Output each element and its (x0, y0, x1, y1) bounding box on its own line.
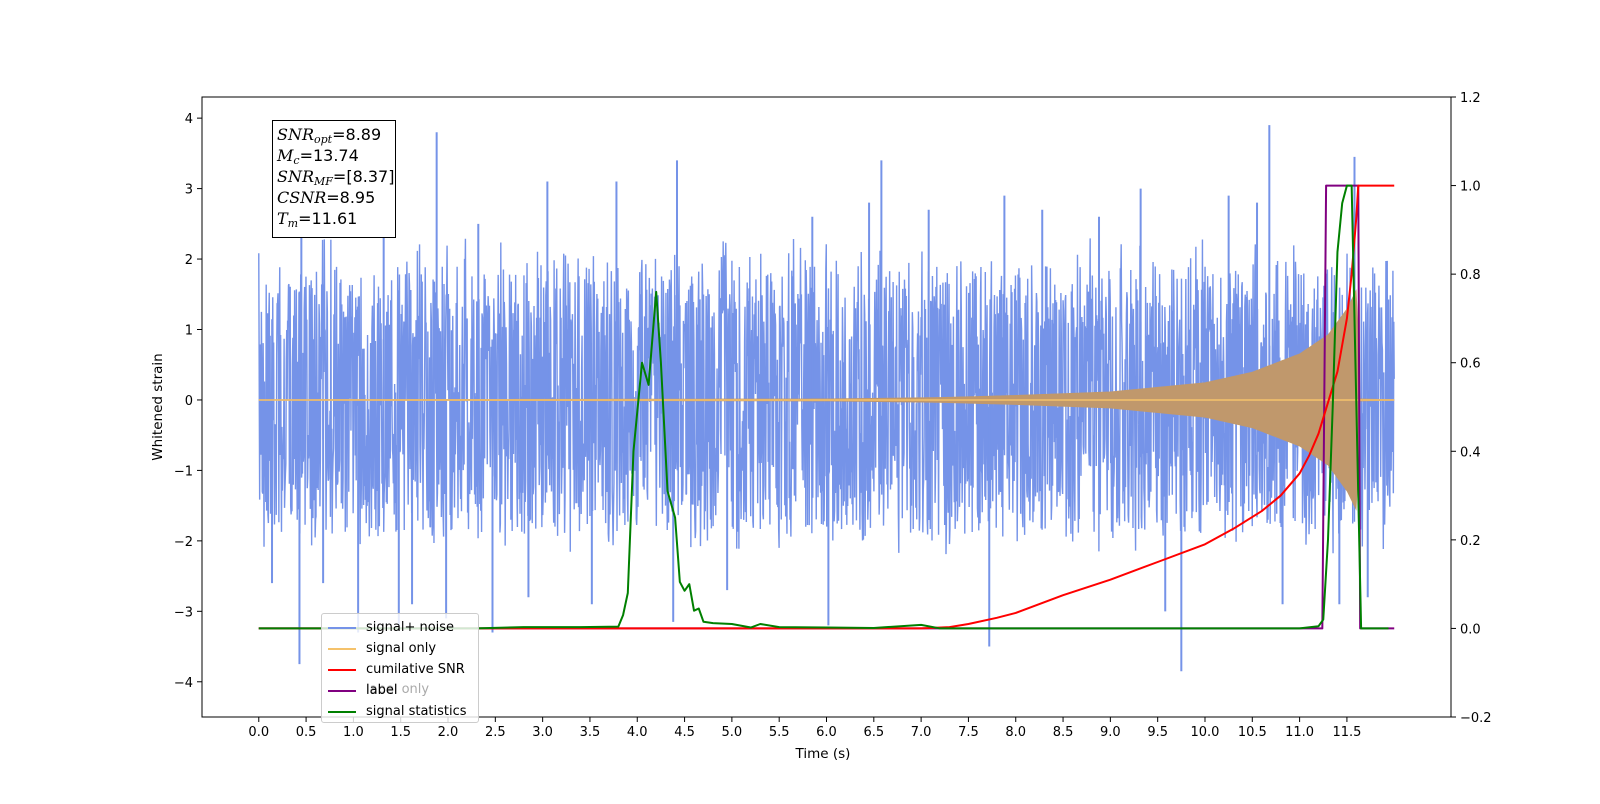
x-tick-label: 8.0 (1005, 725, 1026, 740)
x-tick-label: 9.5 (1147, 725, 1168, 740)
legend-item: signal statistics (328, 701, 478, 722)
legend-label: cumilative SNR (366, 662, 465, 677)
y-tick-label: −4 (174, 676, 193, 691)
x-tick-label: 1.0 (343, 725, 364, 740)
y-tick-label: −1 (174, 464, 193, 479)
snr-mf-line: SNRMF=[8.37] (277, 167, 395, 188)
y2-tick-label: 0.0 (1460, 622, 1481, 637)
y-tick-label: −3 (174, 605, 193, 620)
y2-tick-label: 0.6 (1460, 357, 1481, 372)
y2-tick-label: −0.2 (1460, 711, 1492, 726)
x-tick-label: 0.5 (296, 725, 317, 740)
chirp-mass-value: =13.74 (299, 146, 359, 165)
x-tick-label: 8.5 (1053, 725, 1074, 740)
series-line-signal-statistics (258, 184, 1389, 630)
snr-opt-line: SNRopt=8.89 (277, 125, 382, 146)
x-tick-label: 4.0 (627, 725, 648, 740)
overlapped-label-text: label only (366, 682, 430, 697)
tm-value: =11.61 (298, 209, 358, 228)
legend-label: label (366, 683, 398, 698)
x-tick-label: 11.0 (1285, 725, 1314, 740)
noise-spikes (271, 125, 1369, 672)
snr-mf-value: =[8.37] (332, 167, 395, 186)
x-tick-label: 10.5 (1238, 725, 1267, 740)
series-line-signal-noise (258, 238, 1395, 555)
legend-item: label label only (328, 680, 478, 701)
y-tick-label: 0 (185, 394, 193, 409)
x-tick-label: 7.5 (958, 725, 979, 740)
x-tick-label: 0.0 (248, 725, 269, 740)
y2-tick-label: 1.2 (1460, 91, 1481, 106)
tm-line: Tm=11.61 (277, 209, 358, 230)
x-tick-label: 7.0 (911, 725, 932, 740)
legend-label: signal+ noise (366, 620, 455, 635)
snr-info-box: SNRopt=8.89 Mc=13.74 SNRMF=[8.37] CSNR=8… (272, 120, 396, 238)
y2-tick-label: 0.4 (1460, 445, 1481, 460)
x-tick-label: 6.5 (863, 725, 884, 740)
y-tick-label: −2 (174, 535, 193, 550)
chart-legend: signal+ noise signal only cumilative SNR… (321, 613, 479, 723)
y-axis-label: Whitened strain (150, 353, 166, 460)
x-tick-label: 1.5 (390, 725, 411, 740)
csnr-value: =8.95 (326, 188, 376, 207)
x-tick-label: 4.5 (674, 725, 695, 740)
legend-item: signal only (328, 638, 478, 659)
x-tick-label: 5.5 (769, 725, 790, 740)
x-tick-label: 2.5 (485, 725, 506, 740)
x-tick-label: 9.0 (1100, 725, 1121, 740)
x-tick-label: 5.0 (722, 725, 743, 740)
y-tick-label: 1 (185, 324, 193, 339)
snr-opt-value: =8.89 (332, 125, 382, 144)
x-tick-label: 10.0 (1191, 725, 1220, 740)
y2-tick-label: 1.0 (1460, 180, 1481, 195)
legend-swatch (328, 689, 356, 692)
legend-swatch (328, 647, 356, 650)
y-tick-label: 2 (185, 253, 193, 268)
x-tick-label: 2.0 (438, 725, 459, 740)
chirp-mass-line: Mc=13.74 (277, 146, 359, 167)
x-tick-label: 3.0 (532, 725, 553, 740)
csnr-line: CSNR=8.95 (277, 188, 376, 207)
series-line-cumulative-snr (258, 184, 1395, 630)
x-axis-label: Time (s) (795, 746, 851, 762)
x-tick-label: 3.5 (580, 725, 601, 740)
y-tick-label: 4 (185, 112, 193, 127)
legend-item: signal+ noise (328, 617, 478, 638)
legend-swatch (328, 668, 356, 671)
legend-swatch (328, 626, 356, 629)
legend-label: signal only (366, 641, 437, 656)
y2-tick-label: 0.2 (1460, 534, 1481, 549)
y-tick-label: 3 (185, 183, 193, 198)
x-tick-label: 6.0 (816, 725, 837, 740)
legend-item: cumilative SNR (328, 659, 478, 680)
y2-tick-label: 0.8 (1460, 268, 1481, 283)
legend-label: signal statistics (366, 704, 467, 719)
legend-swatch (328, 710, 356, 713)
x-tick-label: 11.5 (1332, 725, 1361, 740)
